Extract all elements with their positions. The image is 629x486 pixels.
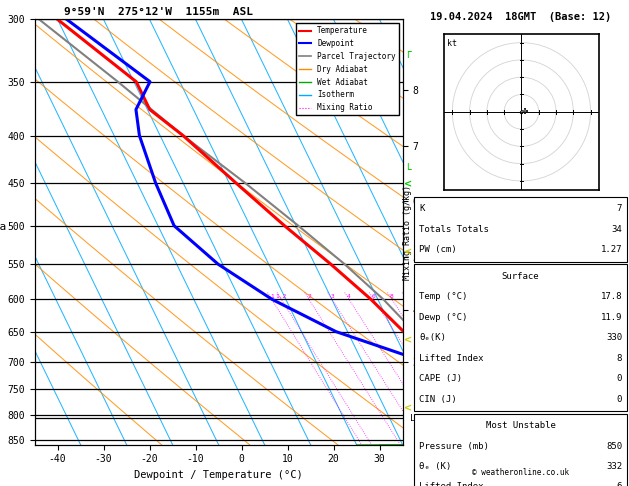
Y-axis label: km
ASL: km ASL [437, 232, 455, 254]
Text: 1.27: 1.27 [601, 245, 622, 254]
Text: Temp (°C): Temp (°C) [419, 293, 467, 301]
Text: 8: 8 [616, 354, 622, 363]
Text: 11.9: 11.9 [601, 313, 622, 322]
Text: CAPE (J): CAPE (J) [419, 374, 462, 383]
Text: 9°59'N  275°12'W  1155m  ASL: 9°59'N 275°12'W 1155m ASL [64, 7, 253, 17]
Text: 1.2: 1.2 [276, 295, 287, 299]
Text: 0: 0 [616, 374, 622, 383]
Text: 850: 850 [606, 442, 622, 451]
X-axis label: Dewpoint / Temperature (°C): Dewpoint / Temperature (°C) [134, 470, 303, 480]
Text: K: K [419, 205, 425, 213]
Text: <: < [404, 248, 412, 258]
Text: 4: 4 [347, 295, 351, 299]
Text: Dewp (°C): Dewp (°C) [419, 313, 467, 322]
Text: <: < [404, 335, 412, 345]
Text: └: └ [404, 165, 411, 175]
Text: Surface: Surface [502, 272, 539, 281]
Text: Most Unstable: Most Unstable [486, 421, 555, 430]
Text: 0: 0 [616, 395, 622, 403]
Text: 17.8: 17.8 [601, 293, 622, 301]
Text: kt: kt [447, 39, 457, 48]
Text: 19.04.2024  18GMT  (Base: 12): 19.04.2024 18GMT (Base: 12) [430, 12, 611, 22]
Text: <: < [404, 180, 412, 190]
Text: 34: 34 [611, 225, 622, 234]
Text: LCL: LCL [410, 414, 426, 422]
Text: 332: 332 [606, 462, 622, 471]
Text: <: < [404, 403, 412, 413]
Text: Totals Totals: Totals Totals [419, 225, 489, 234]
Text: CIN (J): CIN (J) [419, 395, 457, 403]
Text: θₑ(K): θₑ(K) [419, 333, 446, 342]
Y-axis label: hPa: hPa [0, 222, 6, 232]
Text: © weatheronline.co.uk: © weatheronline.co.uk [472, 468, 569, 477]
Text: ┌: ┌ [404, 49, 411, 58]
Text: 330: 330 [606, 333, 622, 342]
Text: 6: 6 [616, 483, 622, 486]
Text: 8: 8 [390, 295, 394, 299]
Text: Pressure (mb): Pressure (mb) [419, 442, 489, 451]
Text: 2: 2 [307, 295, 311, 299]
Text: Lifted Index: Lifted Index [419, 483, 484, 486]
Text: 6: 6 [372, 295, 376, 299]
Text: θₑ (K): θₑ (K) [419, 462, 451, 471]
Text: Mixing Ratio (g/kg): Mixing Ratio (g/kg) [403, 185, 411, 279]
Text: 7: 7 [616, 205, 622, 213]
Text: 1: 1 [270, 295, 274, 299]
Legend: Temperature, Dewpoint, Parcel Trajectory, Dry Adiabat, Wet Adiabat, Isotherm, Mi: Temperature, Dewpoint, Parcel Trajectory… [296, 23, 399, 115]
Text: Lifted Index: Lifted Index [419, 354, 484, 363]
Text: 3: 3 [330, 295, 334, 299]
Text: PW (cm): PW (cm) [419, 245, 457, 254]
